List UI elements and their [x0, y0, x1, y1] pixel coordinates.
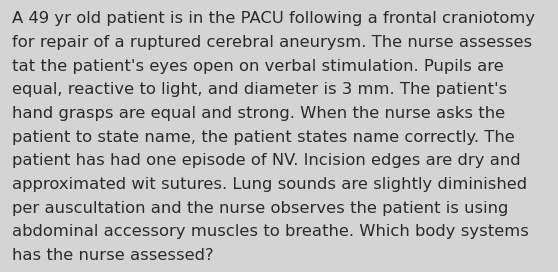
Text: equal, reactive to light, and diameter is 3 mm. The patient's: equal, reactive to light, and diameter i… — [12, 82, 508, 97]
Text: has the nurse assessed?: has the nurse assessed? — [12, 248, 214, 263]
Text: patient has had one episode of NV. Incision edges are dry and: patient has had one episode of NV. Incis… — [12, 153, 521, 168]
Text: abdominal accessory muscles to breathe. Which body systems: abdominal accessory muscles to breathe. … — [12, 224, 529, 239]
Text: approximated wit sutures. Lung sounds are slightly diminished: approximated wit sutures. Lung sounds ar… — [12, 177, 527, 192]
Text: for repair of a ruptured cerebral aneurysm. The nurse assesses: for repair of a ruptured cerebral aneury… — [12, 35, 532, 50]
Text: tat the patient's eyes open on verbal stimulation. Pupils are: tat the patient's eyes open on verbal st… — [12, 59, 504, 74]
Text: A 49 yr old patient is in the PACU following a frontal craniotomy: A 49 yr old patient is in the PACU follo… — [12, 11, 535, 26]
Text: hand grasps are equal and strong. When the nurse asks the: hand grasps are equal and strong. When t… — [12, 106, 506, 121]
Text: patient to state name, the patient states name correctly. The: patient to state name, the patient state… — [12, 130, 515, 145]
Text: per auscultation and the nurse observes the patient is using: per auscultation and the nurse observes … — [12, 201, 509, 216]
